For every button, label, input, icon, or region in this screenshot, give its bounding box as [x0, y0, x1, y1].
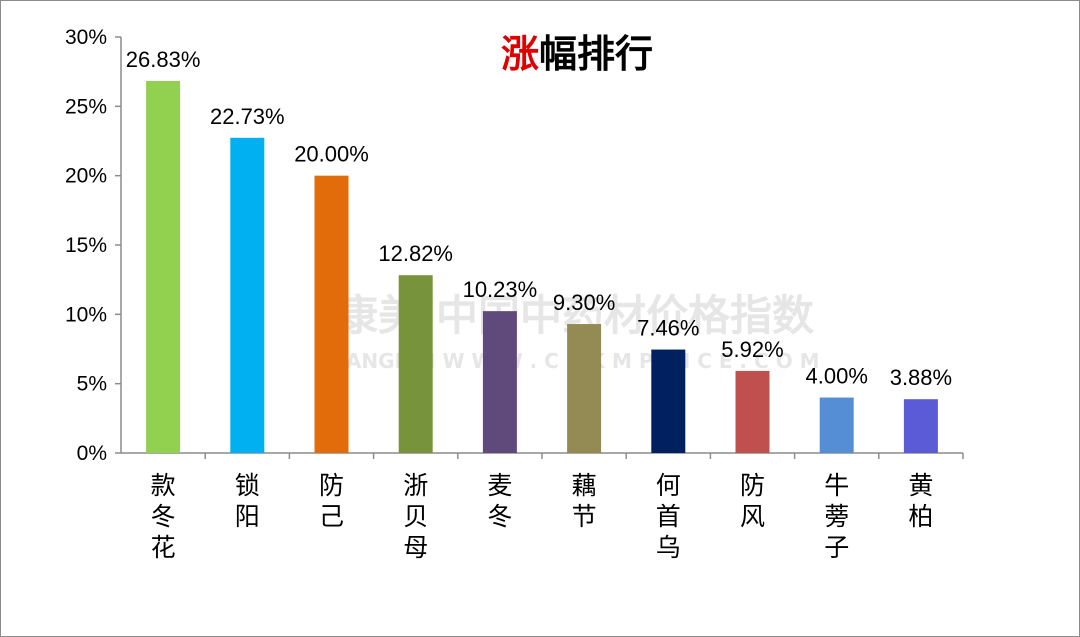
bar — [230, 137, 265, 453]
bar — [735, 370, 770, 453]
data-labels: 26.83% 22.73% 20.00% 12.82% 10.23% 9.30% 7.46%… — [126, 47, 952, 390]
bar — [651, 349, 686, 453]
bar — [819, 397, 854, 453]
bar — [146, 80, 181, 453]
chart-title-rest: 幅排行 — [539, 32, 653, 76]
category-label: 藕节 — [572, 471, 597, 531]
y-tick-label: 15% — [65, 234, 107, 257]
category-label: 黄柏 — [908, 471, 933, 531]
data-label: 9.30% — [553, 290, 615, 315]
data-label: 20.00% — [294, 142, 369, 167]
data-label: 5.92% — [721, 337, 783, 362]
category-label: 何首乌 — [656, 471, 681, 562]
data-label: 26.83% — [126, 47, 201, 72]
y-tick-label: 30% — [65, 26, 107, 49]
data-label: 7.46% — [637, 316, 699, 341]
bar — [314, 175, 349, 453]
bar — [398, 275, 433, 453]
chart-title-accent: 涨 — [501, 32, 539, 76]
category-label: 防风 — [740, 471, 765, 531]
bar — [567, 324, 602, 453]
y-tick-label: 25% — [65, 95, 107, 118]
y-tick-label: 5% — [77, 373, 107, 396]
data-label: 3.88% — [890, 365, 952, 390]
chart-title: 涨幅排行 — [501, 32, 653, 76]
data-label: 10.23% — [463, 277, 538, 302]
y-tick-label: 20% — [65, 165, 107, 188]
bars — [146, 80, 938, 453]
category-label: 防己 — [319, 471, 344, 531]
bar — [482, 311, 517, 453]
category-label: 麦冬 — [487, 471, 512, 531]
y-tick-label: 0% — [77, 442, 107, 465]
category-label: 款冬花 — [151, 471, 176, 562]
category-label: 浙贝母 — [403, 471, 428, 562]
y-axis: 0% 5% 10% 15% 20% 25% 30% — [65, 26, 964, 465]
data-label: 4.00% — [806, 364, 868, 389]
category-label: 锁阳 — [235, 471, 260, 531]
category-label: 牛蒡子 — [824, 471, 849, 562]
bar — [903, 399, 938, 453]
y-tick-label: 10% — [65, 303, 107, 326]
data-label: 12.82% — [378, 241, 453, 266]
data-label: 22.73% — [210, 104, 285, 129]
